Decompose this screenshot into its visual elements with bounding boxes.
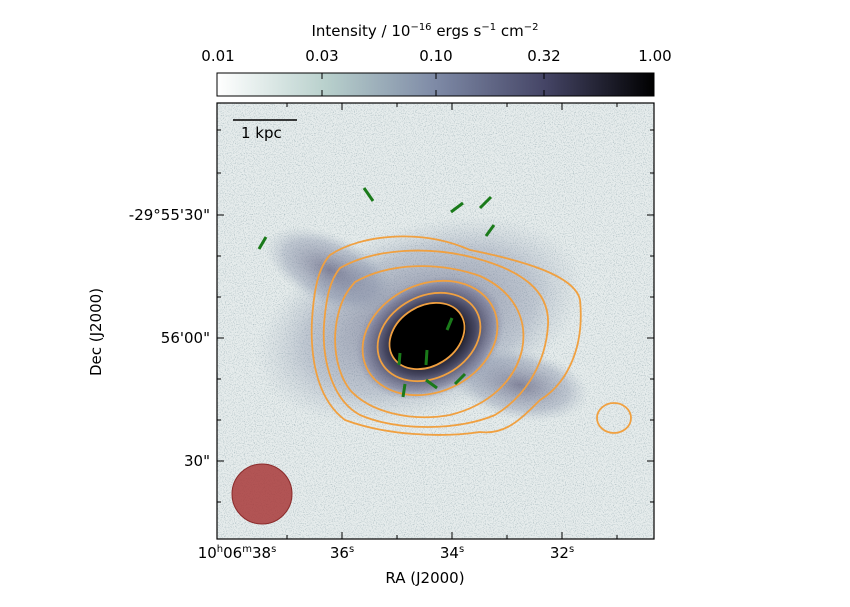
- colorbar-tick-label: 1.00: [638, 47, 672, 65]
- colorbar-tick-label: 0.10: [419, 47, 453, 65]
- y-tick-label: 30": [184, 452, 210, 470]
- contour-isolated: [596, 402, 632, 434]
- contour-level-3: [334, 265, 525, 419]
- colorbar-ticks: [321, 73, 545, 96]
- plot-frame: [216, 102, 655, 540]
- beam-ellipse: [231, 463, 293, 525]
- contours: [310, 235, 632, 436]
- x-tick-label: 34s: [439, 544, 465, 562]
- colorbar-tick-label: 0.32: [527, 47, 561, 65]
- x-tick-label: 32s: [549, 544, 575, 562]
- x-tick-label: 36s: [329, 544, 355, 562]
- scale-bar-label: 1 kpc: [241, 124, 282, 142]
- y-tick-label: 56'00": [160, 329, 210, 347]
- colorbar-title: Intensity / 10−16 ergs s−1 cm−2: [311, 22, 539, 40]
- contour-level-4: [361, 279, 499, 397]
- colorbar-tick-label: 0.03: [305, 47, 339, 65]
- y-tick-label: -29°55'30": [128, 206, 210, 224]
- x-axis-title: RA (J2000): [385, 569, 465, 587]
- colorbar-tick-label: 0.01: [201, 47, 235, 65]
- x-tick-label: 10h06m38s: [197, 544, 277, 562]
- axis-ticks: [216, 103, 654, 539]
- y-axis-title: Dec (J2000): [87, 287, 105, 377]
- contour-level-2: [322, 249, 549, 428]
- polarization-vectors: [257, 187, 496, 398]
- contour-level-5: [376, 291, 482, 383]
- contour-level-1: [310, 235, 582, 436]
- contour-level-6: [388, 301, 466, 371]
